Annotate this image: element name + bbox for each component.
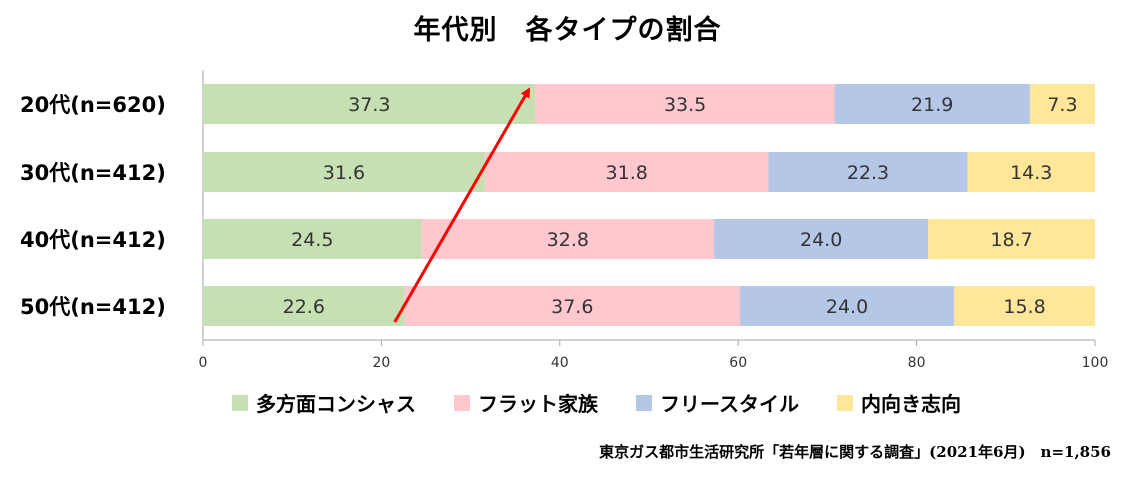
x-tick-label: 100: [1082, 355, 1109, 371]
category-label: 40代(n=412): [20, 228, 166, 252]
legend-label: 内向き志向: [861, 392, 961, 416]
source-note: 東京ガス都市生活研究所「若年層に関する調査」(2021年6月) n=1,856: [599, 443, 1111, 461]
chart-title: 年代別 各タイプの割合: [413, 15, 722, 46]
bar-segment: [714, 219, 929, 259]
data-label: 24.0: [826, 296, 868, 318]
bar-segment: [535, 84, 835, 124]
bar-segment: [203, 286, 405, 326]
stacked-bar-chart: 0 20 40 60 80 100 20代(n=620) 37.3 33.5 21.9 7.3 30代…: [20, 70, 1109, 371]
bar-segment: [203, 84, 536, 124]
data-label: 37.3: [348, 94, 390, 116]
data-label: 24.5: [291, 229, 333, 251]
legend-item: フラット家族: [454, 388, 598, 417]
x-tick-label: 60: [729, 355, 747, 371]
data-label: 32.8: [547, 229, 589, 251]
category-label: 50代(n=412): [20, 295, 166, 319]
category-label: 20代(n=620): [20, 93, 166, 117]
data-label: 15.8: [1003, 296, 1045, 318]
bar-segment: [834, 84, 1030, 124]
data-label: 31.6: [323, 162, 365, 184]
x-tick-label: 20: [372, 355, 390, 371]
data-label: 31.8: [606, 162, 648, 184]
legend-swatch: [454, 394, 470, 411]
bar-segment: [484, 152, 769, 192]
bar-segment: [928, 219, 1095, 259]
data-label: 22.3: [847, 162, 889, 184]
legend-label: フラット家族: [478, 392, 598, 416]
legend-item: 内向き志向: [837, 388, 961, 417]
data-label: 33.5: [664, 94, 706, 116]
data-label: 14.3: [1010, 162, 1052, 184]
legend-label: 多方面コンシャス: [256, 392, 416, 416]
legend-swatch: [837, 394, 853, 411]
x-tick-label: 80: [908, 355, 926, 371]
data-label: 22.6: [283, 296, 325, 318]
trend-arrow: [393, 87, 531, 323]
data-label: 7.3: [1047, 94, 1077, 116]
data-label: 37.6: [551, 296, 593, 318]
bar-segment: [404, 286, 740, 326]
data-label: 18.7: [990, 229, 1032, 251]
legend: 多方面コンシャス フラット家族 フリースタイル 内向き志向: [232, 388, 999, 417]
legend-swatch: [232, 394, 248, 411]
data-label: 21.9: [911, 94, 953, 116]
bar-segment: [954, 286, 1095, 326]
legend-item: 多方面コンシャス: [232, 388, 416, 417]
legend-swatch: [636, 394, 652, 411]
x-tick-label: 40: [551, 355, 569, 371]
bar-segment: [203, 219, 422, 259]
legend-item: フリースタイル: [636, 388, 799, 417]
x-tick-label: 0: [199, 355, 208, 371]
bar-segment: [203, 152, 485, 192]
category-label: 30代(n=412): [20, 161, 166, 185]
data-label: 24.0: [800, 229, 842, 251]
bar-segment: [768, 152, 968, 192]
bar-segment: [967, 152, 1095, 192]
bar-segment: [1029, 84, 1095, 124]
legend-label: フリースタイル: [660, 392, 799, 416]
bar-segment: [421, 219, 715, 259]
bar-segment: [739, 286, 955, 326]
